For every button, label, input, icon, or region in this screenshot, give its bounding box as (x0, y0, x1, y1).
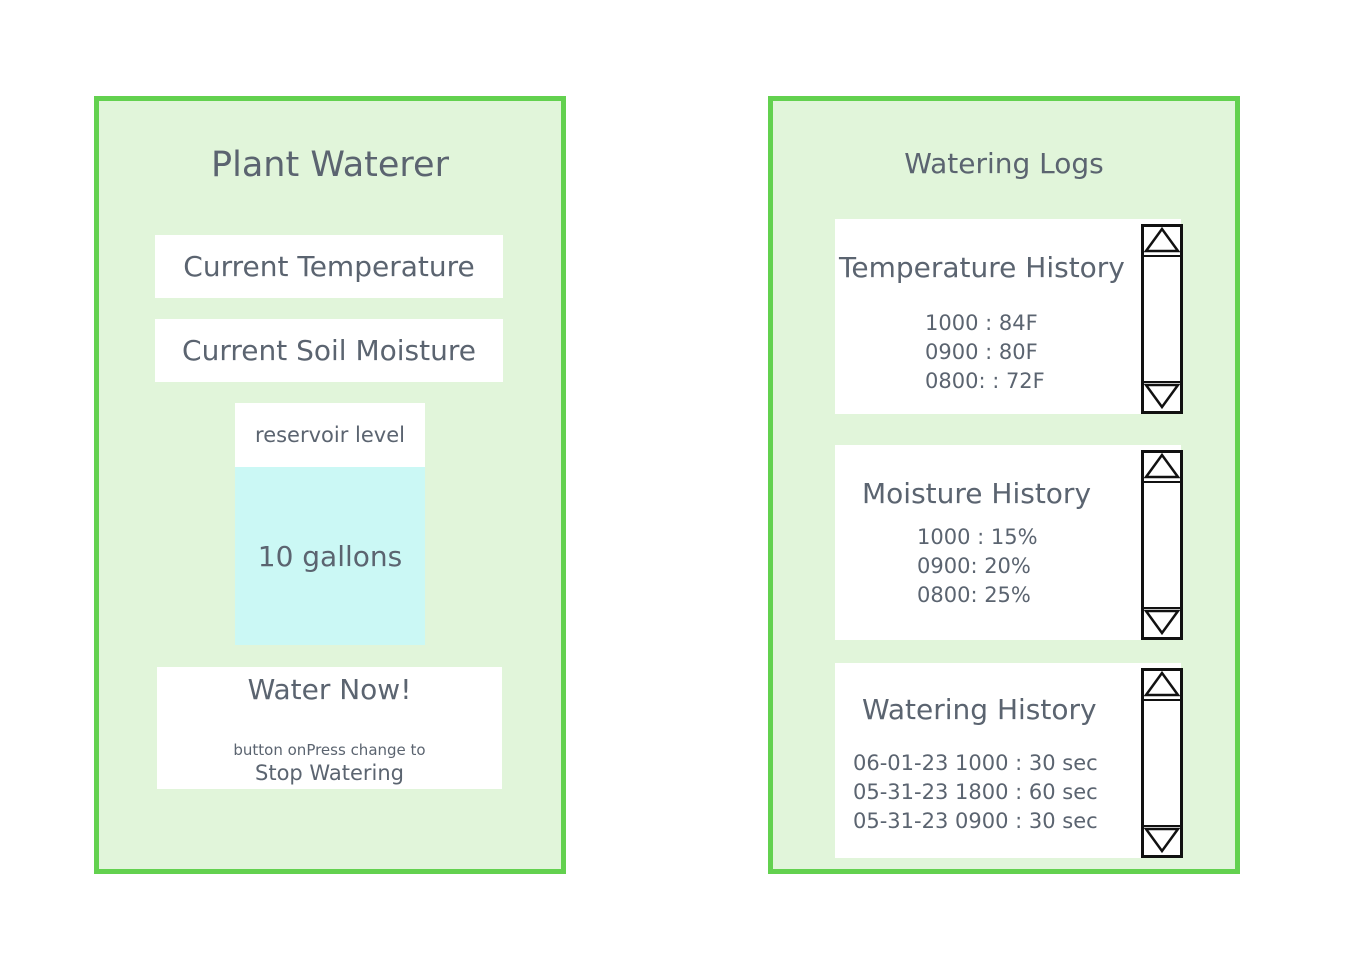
watering-history-scrollbar[interactable] (1141, 668, 1183, 858)
triangle-up-icon[interactable] (1144, 671, 1180, 701)
list-item: 0900: 20% (917, 554, 1031, 578)
watering-logs-title: Watering Logs (904, 147, 1104, 180)
list-item: 05-31-23 1800 : 60 sec (853, 780, 1098, 804)
current-temperature-label: Current Temperature (183, 250, 475, 283)
reservoir-value: 10 gallons (257, 539, 403, 573)
triangle-down-icon[interactable] (1144, 607, 1180, 637)
water-button-note: button onPress change to (233, 741, 426, 759)
list-item: 0900 : 80F (925, 340, 1038, 364)
list-item: 1000 : 84F (925, 311, 1038, 335)
temperature-history-scrollbar[interactable] (1141, 224, 1183, 414)
triangle-up-icon[interactable] (1144, 227, 1180, 257)
temperature-history-card: Temperature History 1000 : 84F 0900 : 80… (835, 219, 1181, 414)
list-item: 05-31-23 0900 : 30 sec (853, 809, 1098, 833)
watering-history-heading: Watering History (862, 693, 1097, 726)
reservoir-fill: 10 gallons (235, 467, 425, 645)
reservoir-gauge: reservoir level 10 gallons (235, 403, 425, 645)
stop-watering-label: Stop Watering (255, 761, 404, 785)
list-item: 1000 : 15% (917, 525, 1038, 549)
current-soil-moisture-box: Current Soil Moisture (155, 319, 503, 382)
watering-history-card: Watering History 06-01-23 1000 : 30 sec … (835, 663, 1181, 858)
triangle-down-icon[interactable] (1144, 825, 1180, 855)
reservoir-level-label: reservoir level (255, 423, 405, 447)
triangle-down-icon[interactable] (1144, 381, 1180, 411)
moisture-history-list: 1000 : 15% 0900: 20% 0800: 25% (917, 523, 1038, 610)
moisture-history-heading: Moisture History (862, 477, 1092, 510)
watering-history-list: 06-01-23 1000 : 30 sec 05-31-23 1800 : 6… (853, 749, 1098, 836)
list-item: 06-01-23 1000 : 30 sec (853, 751, 1098, 775)
triangle-up-icon[interactable] (1144, 453, 1180, 483)
moisture-history-card: Moisture History 1000 : 15% 0900: 20% 08… (835, 445, 1181, 640)
list-item: 0800: : 72F (925, 369, 1045, 393)
current-temperature-box: Current Temperature (155, 235, 503, 298)
plant-waterer-panel: Plant Waterer Current Temperature Curren… (94, 96, 566, 874)
moisture-history-scrollbar[interactable] (1141, 450, 1183, 640)
current-soil-moisture-label: Current Soil Moisture (182, 334, 476, 367)
plant-waterer-title: Plant Waterer (211, 145, 449, 185)
list-item: 0800: 25% (917, 583, 1031, 607)
water-now-label: Water Now! (247, 673, 412, 706)
temperature-history-list: 1000 : 84F 0900 : 80F 0800: : 72F (925, 309, 1045, 396)
water-now-button[interactable]: Water Now! button onPress change to Stop… (157, 667, 502, 789)
temperature-history-heading: Temperature History (839, 251, 1125, 284)
watering-logs-panel: Watering Logs Temperature History 1000 :… (768, 96, 1240, 874)
